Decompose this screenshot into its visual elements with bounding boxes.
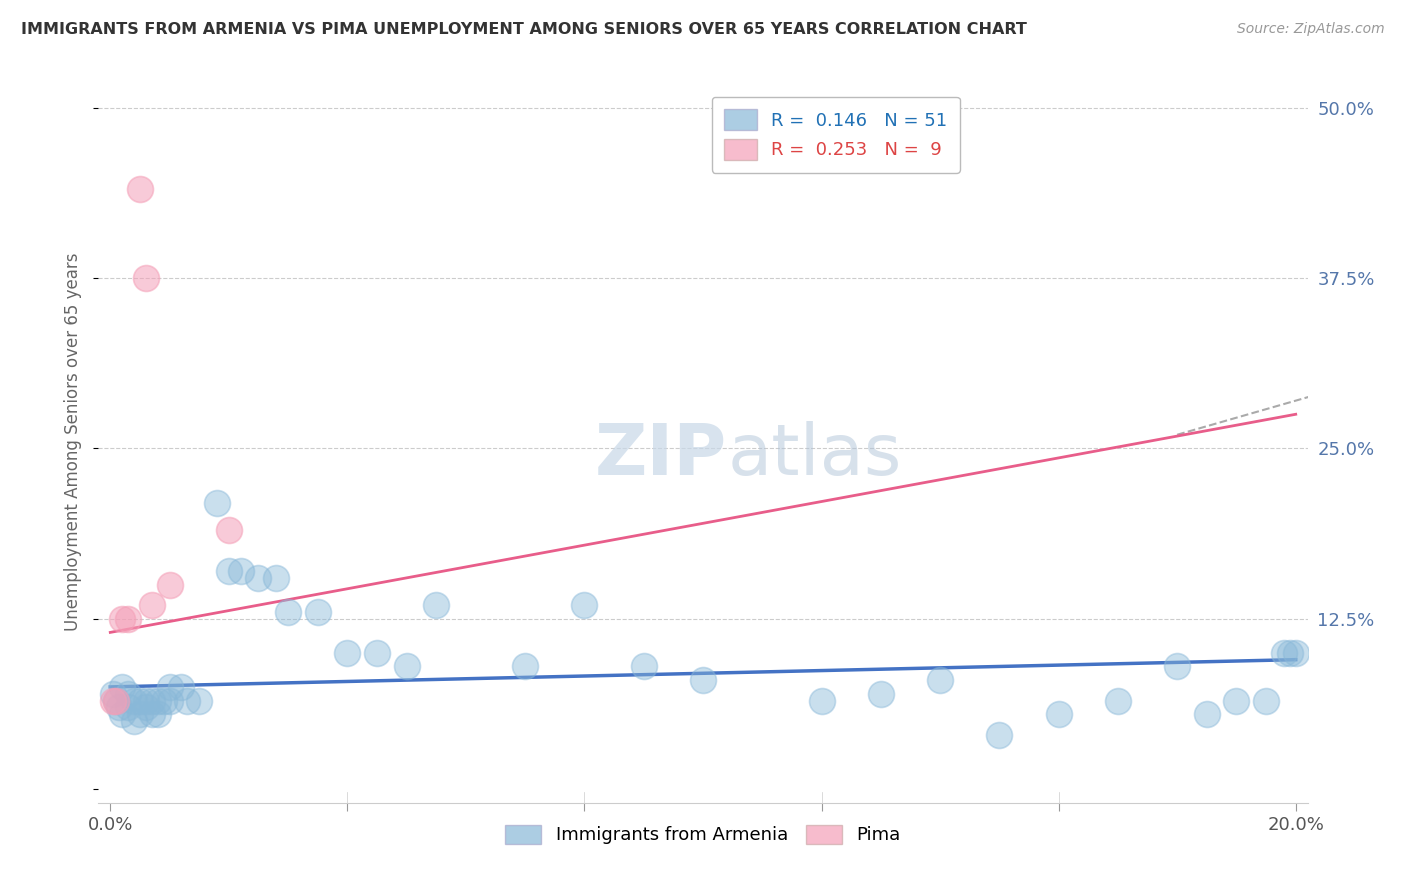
Point: [159, 693, 181, 707]
Point: [105, 693, 128, 707]
Point: [574, 598, 596, 612]
Point: [117, 612, 139, 626]
Point: [105, 693, 128, 707]
Point: [692, 673, 714, 687]
Point: [1195, 707, 1218, 722]
Point: [135, 700, 157, 714]
Point: [117, 687, 139, 701]
Point: [129, 182, 152, 196]
Text: atlas: atlas: [727, 422, 901, 491]
Point: [170, 680, 193, 694]
Point: [159, 680, 181, 694]
Point: [122, 714, 145, 728]
Point: [152, 693, 174, 707]
Point: [633, 659, 655, 673]
Y-axis label: Unemployment Among Seniors over 65 years: Unemployment Among Seniors over 65 years: [65, 252, 83, 631]
Point: [205, 496, 228, 510]
Point: [129, 707, 152, 722]
Text: IMMIGRANTS FROM ARMENIA VS PIMA UNEMPLOYMENT AMONG SENIORS OVER 65 YEARS CORRELA: IMMIGRANTS FROM ARMENIA VS PIMA UNEMPLOY…: [21, 22, 1026, 37]
Point: [929, 673, 952, 687]
Point: [515, 659, 537, 673]
Point: [111, 680, 134, 694]
Point: [366, 646, 388, 660]
Point: [277, 605, 299, 619]
Point: [1285, 646, 1308, 660]
Point: [425, 598, 447, 612]
Point: [141, 707, 163, 722]
Point: [307, 605, 329, 619]
Point: [135, 271, 157, 285]
Point: [229, 564, 252, 578]
Point: [117, 700, 139, 714]
Point: [141, 598, 163, 612]
Point: [1166, 659, 1188, 673]
Point: [336, 646, 359, 660]
Point: [103, 687, 125, 701]
Point: [111, 707, 134, 722]
Point: [129, 693, 152, 707]
Point: [159, 577, 181, 591]
Point: [1272, 646, 1295, 660]
Point: [810, 693, 832, 707]
Point: [869, 687, 891, 701]
Point: [1278, 646, 1301, 660]
Point: [103, 693, 125, 707]
Point: [141, 693, 163, 707]
Point: [1047, 707, 1070, 722]
Point: [218, 523, 240, 537]
Point: [218, 564, 240, 578]
Point: [122, 693, 145, 707]
Point: [146, 707, 169, 722]
Point: [176, 693, 198, 707]
Legend: Immigrants from Armenia, Pima: Immigrants from Armenia, Pima: [498, 818, 908, 852]
Point: [247, 571, 270, 585]
Point: [135, 693, 157, 707]
Point: [1254, 693, 1277, 707]
Point: [108, 700, 131, 714]
Point: [988, 728, 1011, 742]
Text: Source: ZipAtlas.com: Source: ZipAtlas.com: [1237, 22, 1385, 37]
Point: [1107, 693, 1129, 707]
Point: [146, 693, 169, 707]
Point: [395, 659, 418, 673]
Point: [264, 571, 287, 585]
Point: [188, 693, 211, 707]
Point: [111, 612, 134, 626]
Point: [1225, 693, 1247, 707]
Text: ZIP: ZIP: [595, 422, 727, 491]
